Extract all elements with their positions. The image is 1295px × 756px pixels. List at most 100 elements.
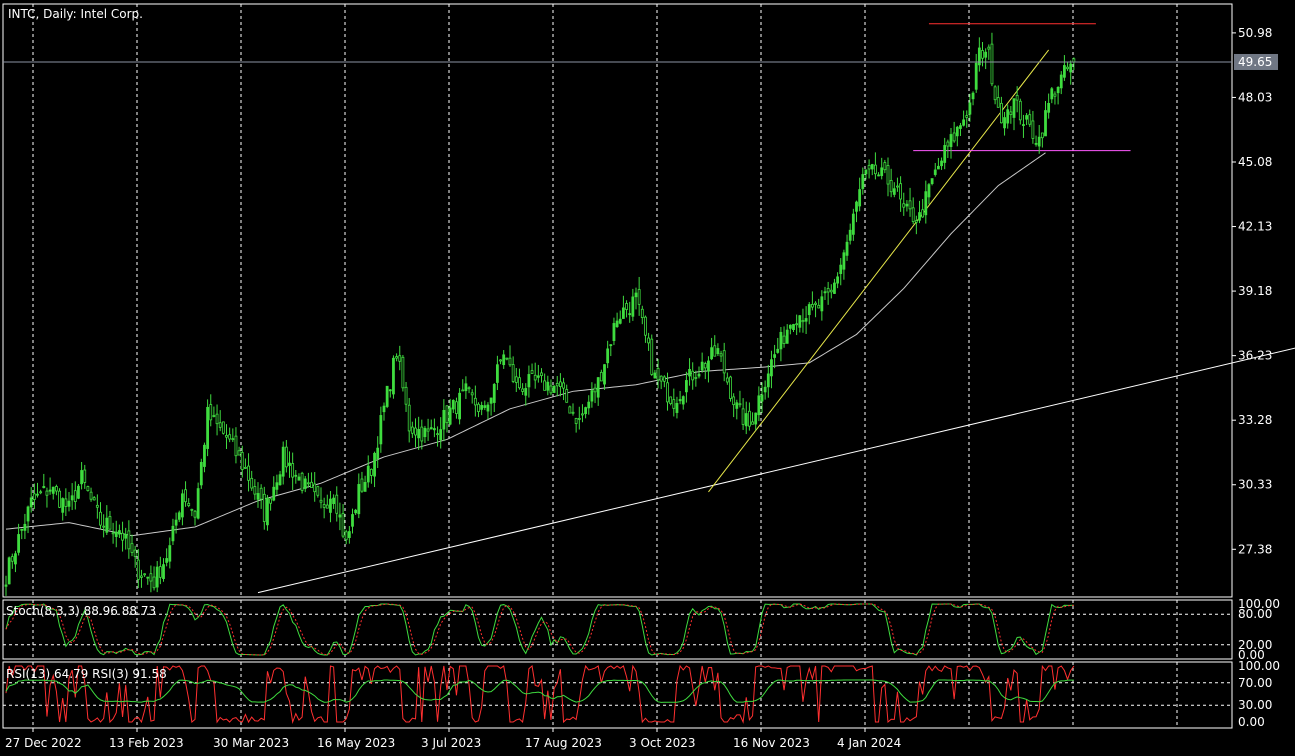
candle-body (89, 491, 93, 500)
candle-body (874, 164, 877, 175)
candle-body (606, 348, 610, 364)
candle-body (524, 388, 528, 396)
stochastic-panel[interactable]: Stoch(8,3,3) 88.96 88.73 (2, 599, 1233, 660)
candle-body (577, 418, 581, 420)
candle-body (707, 360, 710, 372)
rsi-tick-label: 30.00 (1238, 698, 1272, 712)
candle-body (347, 531, 351, 538)
rsi-panel[interactable]: RSI(13) 64.79 RSI(3) 91.58 (2, 661, 1233, 729)
candle-body (584, 407, 587, 415)
candle-body (921, 209, 925, 218)
candle-body (555, 383, 559, 387)
candle-body (842, 252, 846, 270)
candle-body (672, 399, 676, 409)
candle-body (77, 485, 80, 499)
candle-body (855, 201, 858, 212)
candle-body (1040, 132, 1044, 139)
candle-body (776, 348, 780, 353)
stoch-tick-label: 20.00 (1238, 638, 1272, 652)
candle-body (593, 387, 597, 393)
candle-body (20, 528, 24, 531)
candle-body (946, 141, 950, 147)
candle-body (4, 584, 8, 587)
candle-body (259, 487, 263, 500)
candle-body (886, 165, 890, 185)
candle-body (385, 385, 389, 407)
candle-body (700, 361, 704, 371)
candle-body (429, 427, 433, 430)
candle-body (889, 180, 893, 193)
rsi3-line (5, 664, 1075, 724)
candle-body (924, 191, 928, 216)
candle-body (215, 413, 219, 425)
candle-body (536, 375, 540, 378)
candle-body (977, 47, 981, 66)
candle-body (823, 291, 827, 294)
candle-body (562, 382, 565, 389)
candle-body (603, 364, 606, 385)
candle-body (864, 169, 868, 175)
candle-body (568, 406, 572, 414)
candle-body (599, 371, 603, 382)
candle-body (811, 304, 814, 308)
candle-body (647, 337, 650, 344)
candle-body (357, 484, 361, 515)
candle-body (99, 511, 102, 526)
candle-body (521, 388, 524, 392)
candle-body (379, 415, 383, 445)
candle-body (1047, 103, 1051, 113)
candle-body (187, 502, 191, 506)
time-tick-label: 27 Dec 2022 (5, 736, 82, 750)
time-tick-label: 4 Jan 2024 (837, 736, 901, 750)
price-panel[interactable]: INTC, Daily: Intel Corp. (2, 3, 1295, 598)
candle-body (1044, 110, 1047, 137)
candle-body (240, 452, 244, 470)
candle-body (637, 289, 641, 305)
candle-body (275, 482, 279, 490)
candle-body (118, 530, 121, 535)
candle-body (306, 482, 310, 485)
candle-body (754, 412, 758, 425)
candle-body (644, 316, 647, 336)
candle-body (477, 403, 480, 412)
candle-body (256, 493, 260, 500)
stoch-title: Stoch(8,3,3) 88.96 88.73 (6, 604, 156, 618)
candle-body (127, 530, 131, 550)
candle-body (540, 372, 543, 376)
candle-body (436, 433, 439, 436)
candle-body (291, 463, 295, 478)
candle-body (908, 200, 912, 210)
candle-body (237, 450, 241, 456)
candle-body (86, 486, 90, 491)
candle-body (930, 178, 934, 184)
candle-body (149, 573, 153, 582)
candle-body (549, 385, 553, 394)
candle-body (467, 387, 471, 390)
candle-body (351, 514, 354, 527)
candle-body (1069, 63, 1073, 73)
candle-body (206, 406, 210, 449)
time-tick-label: 30 Mar 2023 (213, 736, 289, 750)
candle-body (417, 429, 421, 439)
candle-body (959, 125, 962, 129)
candle-body (530, 370, 534, 374)
candle-body (404, 386, 408, 405)
candle-body (190, 508, 194, 511)
candle-body (130, 543, 134, 553)
candle-body (622, 307, 625, 319)
candle-body (243, 467, 247, 469)
candle-body (996, 97, 1000, 108)
candle-body (559, 381, 562, 387)
candle-body (1037, 136, 1041, 147)
candle-body (596, 377, 600, 398)
candle-body (184, 489, 187, 503)
candle-body (136, 559, 140, 580)
candle-body (729, 376, 732, 399)
candle-body (943, 145, 947, 163)
candle-body (590, 390, 594, 402)
candle-body (675, 403, 679, 413)
candle-body (1022, 124, 1025, 126)
candle-body (1034, 142, 1038, 145)
